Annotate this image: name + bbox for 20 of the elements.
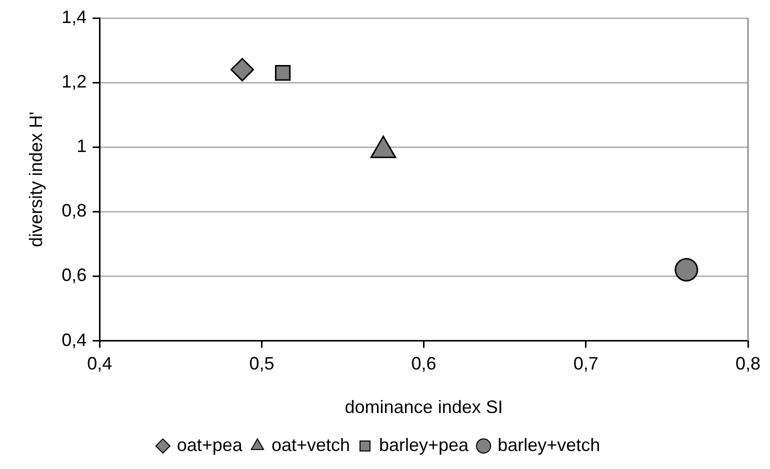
y-tick-label: 0,4 [62,330,87,350]
legend-label: oat+vetch [271,434,350,455]
point [674,258,698,282]
point [230,58,254,82]
x-tick-label: 0,7 [573,354,598,374]
y-tick-label: 1,2 [62,72,87,92]
legend-label: oat+pea [176,434,244,455]
x-tick-label: 0,4 [87,354,112,374]
y-tick-label: 0,8 [62,200,87,221]
point [274,65,291,81]
x-tick-label: 0,6 [411,354,436,374]
x-tick-label: 0,5 [249,354,274,374]
y-axis-title: diversity index H' [26,112,46,248]
y-tick-label: 1,4 [62,6,87,27]
y-tick-label: 1 [76,136,87,156]
x-tick-label: 0,8 [735,354,761,374]
legend-label: barley+vetch [498,434,600,455]
y-tick-label: 0,6 [62,265,87,286]
legend-label: barley+pea [378,434,470,455]
x-axis-title: dominance index SI [344,397,503,418]
